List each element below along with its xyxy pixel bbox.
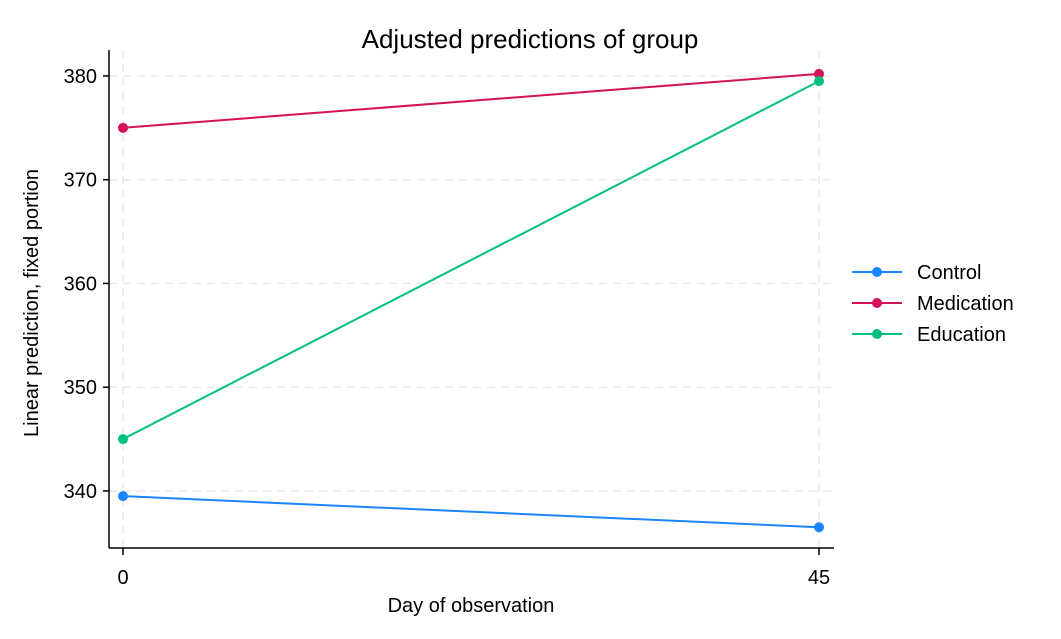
series-line-education (122, 80, 820, 440)
grid (109, 50, 834, 548)
chart-title: Adjusted predictions of group (362, 24, 699, 54)
data-point-medication (814, 68, 824, 79)
data-point-education (814, 76, 824, 87)
y-tick-label: 380 (64, 66, 97, 88)
series-line-medication (122, 72, 820, 129)
legend: Control Medication Education (852, 262, 1014, 346)
series (118, 68, 824, 533)
y-tick-label: 340 (64, 481, 97, 503)
legend-label: Education (917, 324, 1006, 346)
legend-swatch-marker (872, 267, 882, 277)
y-tick-label: 370 (64, 170, 97, 192)
x-tick-label: 0 (117, 567, 128, 589)
x-axis-title: Day of observation (388, 595, 555, 617)
legend-swatch-marker (872, 298, 882, 308)
legend-label: Medication (917, 293, 1014, 315)
legend-swatch-marker (872, 329, 882, 339)
y-tick-label: 350 (64, 377, 97, 399)
ticks: 340 350 360 370 380 0 45 (64, 66, 831, 589)
legend-item-medication: Medication (852, 293, 1014, 315)
data-point-medication (118, 122, 128, 133)
x-tick-label: 45 (808, 567, 830, 589)
legend-label: Control (917, 262, 981, 284)
y-axis-title: Linear prediction, fixed portion (21, 169, 43, 437)
legend-item-control: Control (852, 262, 981, 284)
data-point-control (118, 491, 128, 502)
data-point-education (118, 434, 128, 445)
data-point-control (814, 522, 824, 533)
series-line-control (122, 495, 820, 529)
y-tick-label: 360 (64, 273, 97, 295)
legend-item-education: Education (852, 324, 1006, 346)
axes (108, 50, 834, 549)
